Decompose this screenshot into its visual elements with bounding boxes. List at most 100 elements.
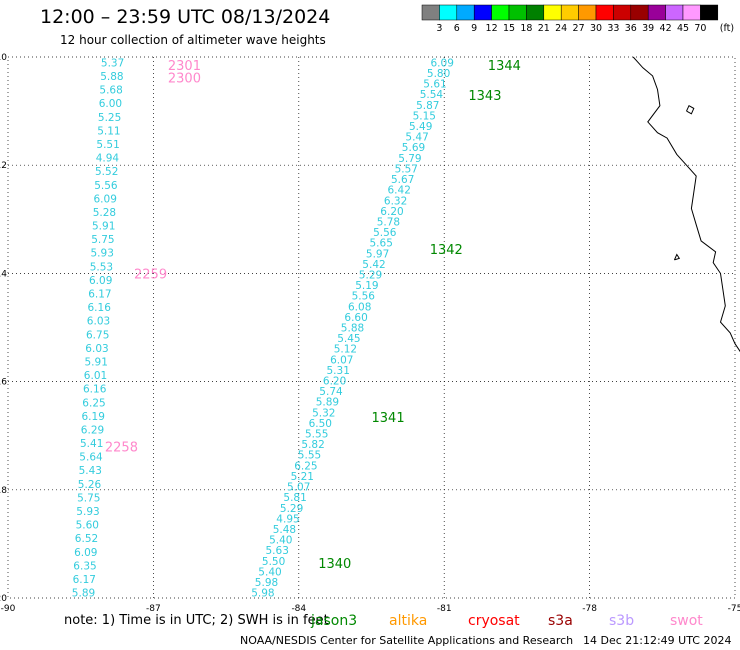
wave-height-value: 5.65 <box>370 238 393 250</box>
wave-height-value: 6.29 <box>81 425 104 437</box>
latitude-tick-label: 14 <box>0 269 7 279</box>
latitude-tick-label: 12 <box>0 161 7 171</box>
wave-height-value: 6.25 <box>294 460 317 472</box>
color-legend-unit: (ft) <box>720 23 734 34</box>
wave-height-value: 5.64 <box>79 452 103 464</box>
wave-height-value: 5.55 <box>305 429 328 441</box>
wave-height-value: 5.80 <box>427 68 450 80</box>
wave-height-value: 4.94 <box>96 153 120 165</box>
wave-height-value: 6.35 <box>73 560 96 572</box>
island-outline <box>673 253 681 261</box>
pass-time-label: 1343 <box>468 89 501 104</box>
wave-height-value: 5.61 <box>423 79 446 91</box>
map-subtitle: 12 hour collection of altimeter wave hei… <box>60 33 326 47</box>
wave-height-value: 6.42 <box>388 185 411 197</box>
coastline <box>632 56 740 353</box>
footer-note: note: 1) Time is in UTC; 2) SWH is in fe… <box>64 613 329 628</box>
map-title: 12:00 – 23:59 UTC 08/13/2024 <box>40 6 331 28</box>
wave-height-value: 6.75 <box>86 329 109 341</box>
wave-height-value: 5.79 <box>398 153 421 165</box>
wave-height-value: 5.93 <box>91 248 114 260</box>
color-legend-label: 30 <box>590 23 602 34</box>
wave-height-value: 5.68 <box>99 85 122 97</box>
longitude-tick-label: -78 <box>582 604 597 614</box>
color-legend-label: 9 <box>471 23 477 34</box>
wave-height-value: 6.25 <box>82 397 105 409</box>
wave-height-value: 6.01 <box>84 370 107 382</box>
wave-height-value: 6.03 <box>85 343 108 355</box>
wave-height-value: 6.20 <box>323 376 346 388</box>
wave-height-value: 5.63 <box>266 545 289 557</box>
wave-height-value: 5.60 <box>76 520 99 532</box>
color-legend-label: 27 <box>573 23 585 34</box>
wave-height-value: 6.08 <box>348 301 371 313</box>
color-legend-label: 45 <box>677 23 689 34</box>
satellite-legend-item: s3b <box>609 613 635 629</box>
wave-height-value: 5.51 <box>96 139 119 151</box>
color-legend-label: 42 <box>660 23 672 34</box>
latitude-tick-label: 18 <box>0 486 7 496</box>
wave-height-value: 5.55 <box>298 450 321 462</box>
wave-height-value: 5.37 <box>101 57 124 69</box>
longitude-tick-label: -81 <box>437 604 452 614</box>
mainland-coastline <box>632 56 740 353</box>
wave-height-value: 6.09 <box>431 57 454 69</box>
wave-height-value: 5.21 <box>291 471 314 483</box>
color-legend-label: 15 <box>503 23 515 34</box>
wave-height-value: 5.98 <box>251 588 274 600</box>
wave-height-value: 5.07 <box>287 482 310 494</box>
pass-time-label: 1341 <box>372 411 405 426</box>
wave-height-value: 5.52 <box>95 166 118 178</box>
wave-height-value: 6.03 <box>87 316 110 328</box>
wave-height-value: 5.43 <box>79 465 102 477</box>
wave-height-value: 6.09 <box>94 193 117 205</box>
pass-time-label: 1344 <box>488 59 521 74</box>
longitude-tick-label: -87 <box>146 604 161 614</box>
color-legend-label: 21 <box>538 23 550 34</box>
wave-height-value: 5.67 <box>391 174 414 186</box>
wave-height-value: 5.48 <box>273 524 296 536</box>
color-legend-label: 18 <box>520 23 532 34</box>
wave-height-value: 5.91 <box>85 357 108 369</box>
wave-height-value: 5.89 <box>72 588 95 600</box>
wave-height-value: 5.49 <box>409 121 432 133</box>
wave-height-value: 5.56 <box>352 291 376 303</box>
satellite-legend-item: cryosat <box>468 613 520 629</box>
wave-height-value: 5.75 <box>91 234 114 246</box>
wave-height-value: 5.69 <box>402 142 425 154</box>
wave-height-value: 5.98 <box>255 577 278 589</box>
wave-height-value: 6.60 <box>344 312 367 324</box>
wave-height-value: 5.45 <box>337 333 360 345</box>
wave-height-value: 5.40 <box>258 566 281 578</box>
wave-height-value: 6.19 <box>82 411 105 423</box>
wave-height-value: 5.56 <box>373 227 397 239</box>
color-legend-label: 3 <box>436 23 442 34</box>
wave-height-value: 5.88 <box>100 71 123 83</box>
wave-height-value: 5.29 <box>280 503 303 515</box>
color-legend-label: 70 <box>694 23 706 34</box>
longitude-tick-label: -84 <box>291 604 306 614</box>
pass-time-label: 2258 <box>105 441 138 456</box>
wave-height-value: 5.50 <box>262 556 285 568</box>
wave-height-value: 6.16 <box>88 302 112 314</box>
wave-height-value: 5.15 <box>413 110 436 122</box>
pass-time-label: 1342 <box>430 243 463 258</box>
wave-height-value: 5.91 <box>92 221 115 233</box>
pass-time-label: 2300 <box>168 72 201 87</box>
wave-height-value: 6.17 <box>73 574 96 586</box>
wave-height-value: 5.32 <box>312 407 335 419</box>
color-legend-label: 33 <box>607 23 619 34</box>
axis-tick-labels: -90 -87 -84 -81 -78 -75 10 12 14 16 18 20 <box>0 53 740 614</box>
color-legend-label: 39 <box>642 23 654 34</box>
satellite-legend-item: swot <box>670 613 703 629</box>
wave-height-value: 5.53 <box>90 261 113 273</box>
wave-height-value: 5.89 <box>316 397 339 409</box>
wave-height-value: 5.74 <box>319 386 343 398</box>
wave-height-value: 5.78 <box>377 217 400 229</box>
wave-height-value: 5.82 <box>301 439 324 451</box>
altimeter-tracks: 5.37 5.88 5.686.00 5.255.11 5.51 4.945.52 5.56… <box>72 57 454 599</box>
satellite-legend-item: altika <box>389 613 428 629</box>
wave-height-value: 5.57 <box>395 163 418 175</box>
